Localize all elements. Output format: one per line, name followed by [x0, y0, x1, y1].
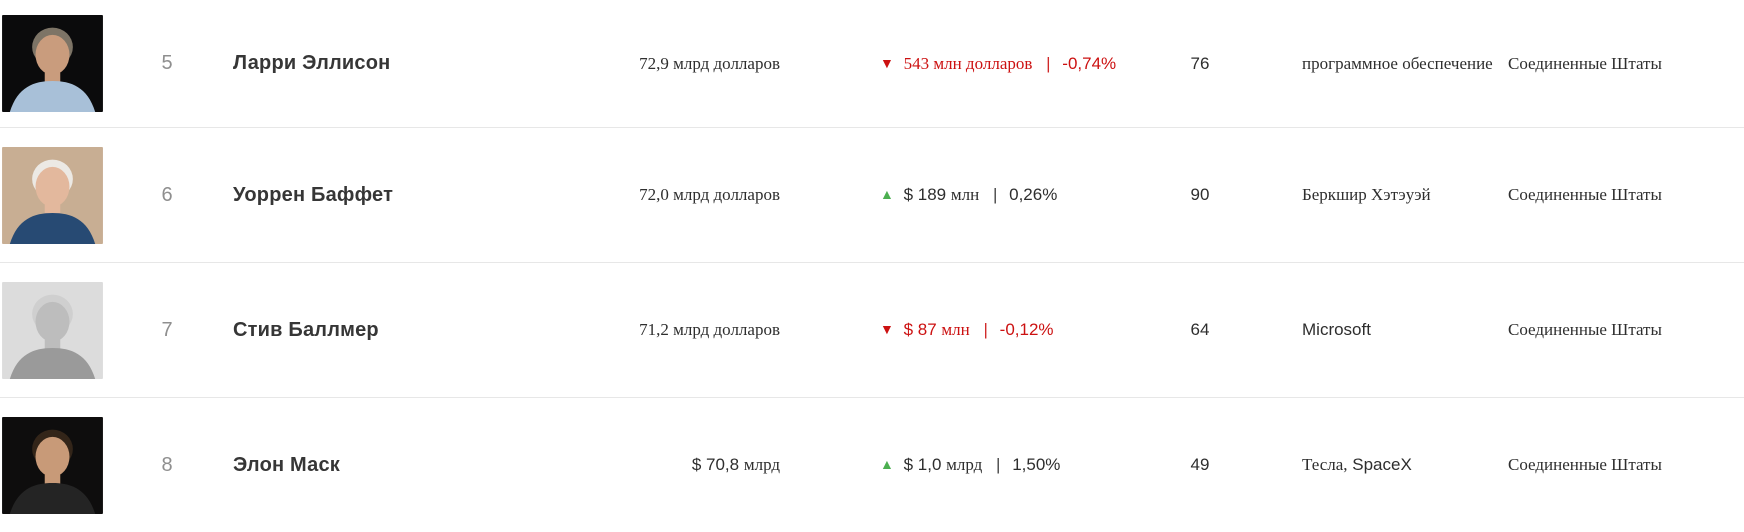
- change-percent: -0,74%: [1062, 53, 1117, 73]
- rank: 7: [161, 318, 173, 341]
- daily-change: ▲ $ 1,0 млрд | 1,50%: [780, 455, 1110, 475]
- wealth-source: Тесла, SpaceX: [1290, 455, 1502, 475]
- triangle-down-icon: ▼: [880, 54, 894, 71]
- net-worth: $ 70,8 млрд: [580, 455, 780, 475]
- daily-change: ▼ $ 87 млн | -0,12%: [780, 320, 1110, 340]
- age: 49: [1190, 455, 1210, 474]
- net-worth: 72,9 млрд долларов: [580, 54, 780, 74]
- separator: |: [983, 320, 988, 339]
- age: 64: [1190, 320, 1210, 339]
- wealth-source-cyr: программное обеспечение: [1302, 53, 1493, 73]
- net-worth-value: 72,0 млрд долларов: [639, 185, 780, 204]
- wealth-source-latin: SpaceX: [1352, 455, 1412, 474]
- change-percent: 1,50%: [1012, 455, 1061, 474]
- change-amount-latin: $ 1,0: [903, 455, 942, 474]
- wealth-source: Беркшир Хэтэуэй: [1290, 185, 1502, 205]
- wealth-source-latin: Microsoft: [1302, 320, 1371, 339]
- net-worth-latin: $ 70,8: [691, 455, 740, 474]
- rank: 8: [161, 453, 173, 476]
- age: 90: [1190, 185, 1210, 204]
- portrait-photo[interactable]: [2, 15, 103, 112]
- wealth-source: Microsoft: [1290, 320, 1502, 340]
- triangle-down-icon: ▼: [880, 321, 894, 337]
- age: 76: [1190, 53, 1210, 73]
- rank: 5: [161, 52, 173, 74]
- change-amount: млн: [950, 185, 980, 204]
- person-name[interactable]: Уоррен Баффет: [233, 183, 394, 206]
- triangle-up-icon: ▲: [880, 456, 894, 472]
- person-name[interactable]: Стив Баллмер: [233, 318, 379, 341]
- separator: |: [1046, 53, 1051, 73]
- country: Соединенные Штаты: [1508, 185, 1662, 204]
- daily-change: ▼ 543 млн долларов | -0,74%: [780, 53, 1116, 74]
- change-amount: млн: [941, 320, 970, 339]
- portrait-photo[interactable]: [2, 146, 103, 244]
- wealth-source-cyr: Тесла,: [1302, 455, 1348, 474]
- triangle-up-icon: ▲: [880, 186, 894, 202]
- change-percent: -0,12%: [999, 320, 1054, 339]
- table-row[interactable]: 8 Элон Маск $ 70,8 млрд ▲ $ 1,0 млрд | 1…: [0, 397, 1744, 532]
- table-row[interactable]: 5 Ларри Эллисон 72,9 млрд долларов ▼ 543…: [0, 0, 1744, 127]
- country: Соединенные Штаты: [1508, 455, 1662, 474]
- country: Соединенные Штаты: [1508, 53, 1662, 73]
- portrait-photo[interactable]: [2, 416, 103, 514]
- net-worth-value: 72,9 млрд долларов: [639, 53, 780, 73]
- portrait-photo[interactable]: [2, 281, 103, 379]
- net-worth-value: 71,2 млрд долларов: [639, 320, 780, 339]
- change-percent: 0,26%: [1009, 185, 1058, 204]
- country: Соединенные Штаты: [1508, 320, 1662, 339]
- wealth-source-cyr: Беркшир Хэтэуэй: [1302, 185, 1431, 204]
- wealth-source: программное обеспечение: [1290, 54, 1502, 74]
- photo-cell: [0, 281, 104, 379]
- person-name[interactable]: Ларри Эллисон: [233, 52, 391, 74]
- change-amount-latin: $ 189: [903, 185, 947, 204]
- net-worth: 72,0 млрд долларов: [580, 185, 780, 205]
- table-row[interactable]: 7 Стив Баллмер 71,2 млрд долларов ▼ $ 87…: [0, 262, 1744, 397]
- rank: 6: [161, 183, 173, 206]
- photo-cell: [0, 15, 104, 112]
- photo-cell: [0, 416, 104, 514]
- change-amount-latin: $ 87: [903, 320, 937, 339]
- change-amount: млрд: [946, 455, 983, 474]
- separator: |: [996, 455, 1001, 474]
- photo-cell: [0, 146, 104, 244]
- daily-change: ▲ $ 189 млн | 0,26%: [780, 185, 1110, 205]
- person-name[interactable]: Элон Маск: [233, 453, 340, 476]
- net-worth-value: млрд: [743, 455, 780, 474]
- net-worth: 71,2 млрд долларов: [580, 320, 780, 340]
- table-row[interactable]: 6 Уоррен Баффет 72,0 млрд долларов ▲ $ 1…: [0, 127, 1744, 262]
- separator: |: [992, 185, 998, 204]
- change-amount: 543 млн долларов: [903, 53, 1033, 73]
